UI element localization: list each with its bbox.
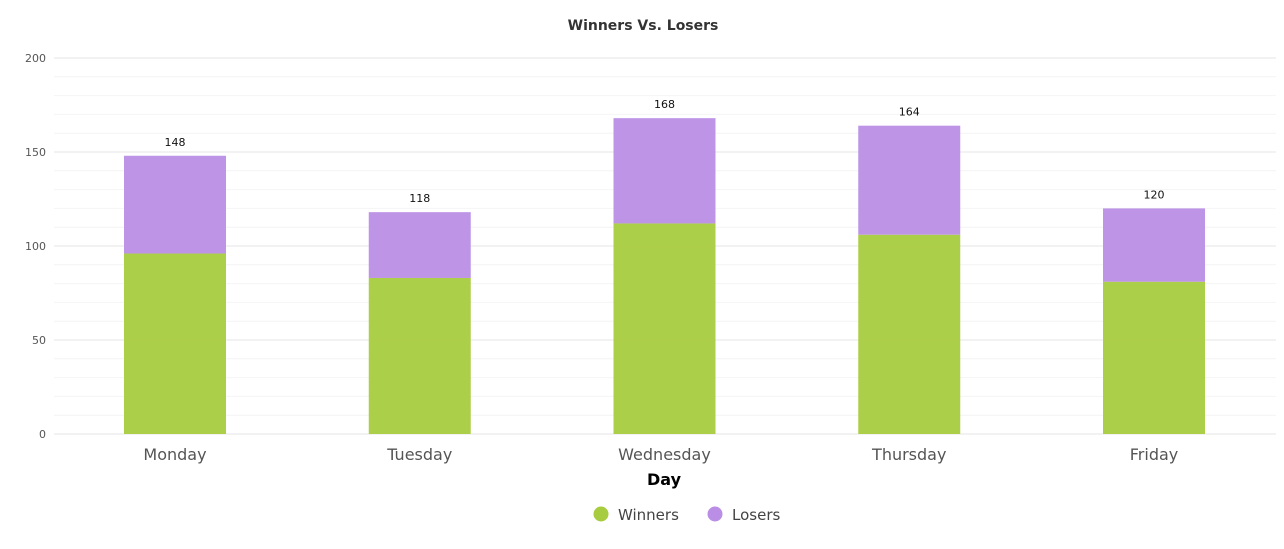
bar-losers-wednesday[interactable] — [613, 118, 716, 224]
data-labels: 148 118 168 164 120 — [165, 98, 1165, 205]
x-tick-label: Friday — [1130, 445, 1179, 464]
y-tick-label: 0 — [39, 428, 46, 441]
y-tick-label: 200 — [25, 52, 46, 65]
bar-winners-wednesday[interactable] — [613, 223, 716, 434]
x-axis-label: Day — [647, 470, 682, 489]
chart-title: Winners Vs. Losers — [568, 18, 719, 34]
bar-losers-tuesday[interactable] — [368, 212, 471, 278]
x-tick-label: Monday — [143, 445, 206, 464]
data-label-total: 168 — [654, 98, 675, 111]
bar-winners-tuesday[interactable] — [368, 277, 471, 434]
x-axis-ticks: Monday Tuesday Wednesday Thursday Friday — [143, 445, 1178, 464]
y-tick-label: 50 — [32, 334, 46, 347]
bar-winners-friday[interactable] — [1103, 281, 1205, 434]
bar-losers-friday[interactable] — [1103, 208, 1205, 282]
data-label-total: 118 — [409, 192, 430, 205]
data-label-total: 164 — [899, 106, 920, 119]
legend-label-losers[interactable]: Losers — [732, 506, 780, 524]
legend-label-winners[interactable]: Winners — [618, 506, 679, 524]
bar-losers-thursday[interactable] — [858, 125, 961, 235]
y-tick-label: 100 — [25, 240, 46, 253]
legend-marker-winners[interactable] — [593, 506, 609, 522]
bar-winners-thursday[interactable] — [858, 234, 961, 434]
x-tick-label: Tuesday — [386, 445, 452, 464]
legend-marker-losers[interactable] — [707, 506, 723, 522]
y-tick-label: 150 — [25, 146, 46, 159]
bars — [124, 118, 1205, 434]
x-tick-label: Wednesday — [618, 445, 711, 464]
x-tick-label: Thursday — [871, 445, 946, 464]
bar-winners-monday[interactable] — [124, 253, 226, 434]
y-axis-ticks: 0 50 100 150 200 — [25, 52, 46, 441]
bar-losers-monday[interactable] — [124, 155, 226, 254]
legend: Winners Losers — [593, 506, 780, 524]
data-label-total: 120 — [1144, 188, 1165, 201]
data-label-total: 148 — [165, 136, 186, 149]
